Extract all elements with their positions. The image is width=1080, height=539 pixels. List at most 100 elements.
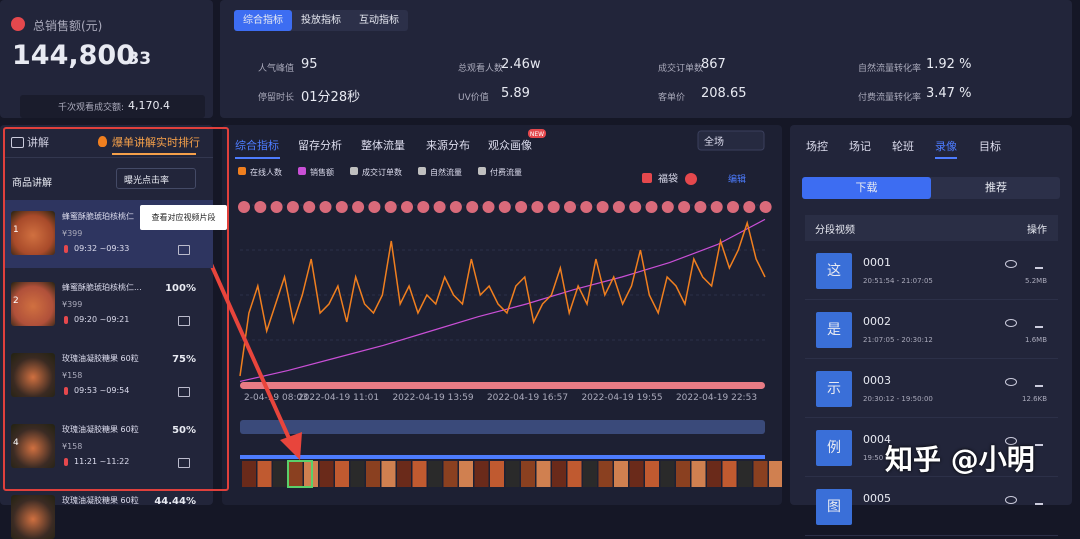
video-icon[interactable] xyxy=(178,458,190,468)
timeline-thumb xyxy=(629,461,644,487)
recommend-button[interactable]: 推荐 xyxy=(985,181,1007,194)
download-icon[interactable] xyxy=(1035,316,1043,328)
chart-tab: 来源分布 xyxy=(426,138,470,152)
legend-swatch xyxy=(298,167,306,175)
metric-value: 1.92 % xyxy=(926,57,972,72)
lucky-label: 福袋 xyxy=(658,172,678,185)
sort-dropdown[interactable] xyxy=(116,168,196,189)
video-time: 19:50 xyxy=(863,454,884,462)
video-icon[interactable] xyxy=(178,316,190,326)
item-thumb xyxy=(11,495,55,539)
gpm-box xyxy=(20,95,205,118)
sort-label: 曝光点击率 xyxy=(124,176,170,186)
right-tab[interactable]: 场记 xyxy=(849,140,871,153)
tooltip: 查看对应视频片段 xyxy=(140,205,227,230)
event-track xyxy=(240,382,765,389)
metric-tab[interactable]: 综合指标 xyxy=(234,10,292,31)
gift-icon xyxy=(531,201,544,213)
right-tab[interactable]: 场控 xyxy=(806,140,828,153)
video-id: 0001 xyxy=(863,256,891,269)
video-icon-box: 是 xyxy=(816,312,852,348)
gift-icon xyxy=(286,201,299,213)
item-percent: 75% xyxy=(172,354,196,365)
item-rank: 2 xyxy=(13,296,19,306)
video-size: 1.6MB xyxy=(1025,336,1047,344)
gift-icon xyxy=(449,201,462,213)
mic-icon xyxy=(64,245,68,253)
chart-panel xyxy=(222,125,782,505)
item-thumb xyxy=(11,353,55,397)
ranking-tab[interactable]: 爆单讲解实时排行 xyxy=(112,136,200,149)
view-icon[interactable] xyxy=(1005,319,1017,327)
chart-tab: 留存分析 xyxy=(298,138,342,152)
timeline-thumb xyxy=(443,461,458,487)
metric-label: 付费流量转化率 xyxy=(858,93,922,103)
item-thumb xyxy=(11,282,55,326)
metric-value: 867 xyxy=(701,57,726,72)
video-time: 21:07:05 - 20:30:12 xyxy=(863,336,933,344)
video-id: 0004 xyxy=(863,433,891,446)
right-tab[interactable]: 轮班 xyxy=(892,140,914,153)
legend-swatch xyxy=(418,167,426,175)
right-tab[interactable]: 录像 xyxy=(935,140,957,153)
video-time: 20:30:12 - 19:50:00 xyxy=(863,395,933,403)
right-tab-underline xyxy=(935,157,957,159)
timeline-thumb xyxy=(412,461,427,487)
thumb-selected xyxy=(287,460,313,488)
new-badge-text: NEW xyxy=(530,131,544,138)
video-icon[interactable] xyxy=(178,387,190,397)
scope-label: 全场 xyxy=(704,135,724,148)
view-icon[interactable] xyxy=(1005,496,1017,504)
item-time: 09:32 ~09:33 xyxy=(74,244,130,253)
metric-value: 3.47 % xyxy=(926,86,972,101)
mic-icon xyxy=(64,458,68,466)
chat-icon xyxy=(11,137,24,148)
metric-label: 人气峰值 xyxy=(258,64,295,74)
timeline-thumb xyxy=(335,461,349,487)
video-icon[interactable] xyxy=(178,245,190,255)
gift-icon xyxy=(498,201,511,213)
metric-value: 208.65 xyxy=(701,86,747,101)
flame-icon xyxy=(98,136,107,147)
metric-tab[interactable]: 投放指标 xyxy=(301,15,341,26)
right-tab[interactable]: 目标 xyxy=(979,140,1001,153)
download-icon[interactable] xyxy=(1035,493,1043,505)
item-price: ¥158 xyxy=(62,371,83,380)
lucky-check xyxy=(642,173,652,183)
download-icon[interactable] xyxy=(1035,434,1043,446)
gift-icon xyxy=(678,201,691,213)
timeline-thumb xyxy=(567,461,582,487)
metric-tab[interactable]: 互动指标 xyxy=(359,15,399,26)
section-label: 商品讲解 xyxy=(12,178,52,189)
gift-icon xyxy=(759,201,772,213)
video-icon-box: 例 xyxy=(816,430,852,466)
gift-icon xyxy=(384,201,397,213)
timeline-thumb xyxy=(660,461,675,487)
timeline-thumb xyxy=(288,461,303,487)
metric-value: 95 xyxy=(301,57,318,72)
video-id: 0003 xyxy=(863,374,891,387)
video-size: 5.2MB xyxy=(1025,277,1047,285)
timeline-thumb xyxy=(536,461,551,487)
download-icon[interactable] xyxy=(1035,375,1043,387)
download-button[interactable]: 下载 xyxy=(802,177,931,199)
x-tick-label: 2022-04-19 22:53 xyxy=(676,393,757,403)
timeline-thumb xyxy=(273,461,287,487)
video-time: 20:51:54 - 21:07:05 xyxy=(863,277,933,285)
legend-swatch xyxy=(478,167,486,175)
gpm-value: 4,170.4 xyxy=(128,99,170,112)
item-thumb xyxy=(11,211,55,255)
download-icon[interactable] xyxy=(1035,257,1043,269)
chart-tab: 观众画像 xyxy=(488,139,532,152)
timeline-thumb xyxy=(505,461,520,487)
timeline-thumb xyxy=(459,461,473,487)
video-icon-box: 示 xyxy=(816,371,852,407)
mic-icon xyxy=(64,387,68,395)
view-icon[interactable] xyxy=(1005,437,1017,445)
item-price: ¥158 xyxy=(62,442,83,451)
metric-label: 自然流量转化率 xyxy=(858,64,922,74)
gift-icon xyxy=(303,201,316,213)
view-icon[interactable] xyxy=(1005,260,1017,268)
view-icon[interactable] xyxy=(1005,378,1017,386)
gift-icon xyxy=(417,201,430,213)
